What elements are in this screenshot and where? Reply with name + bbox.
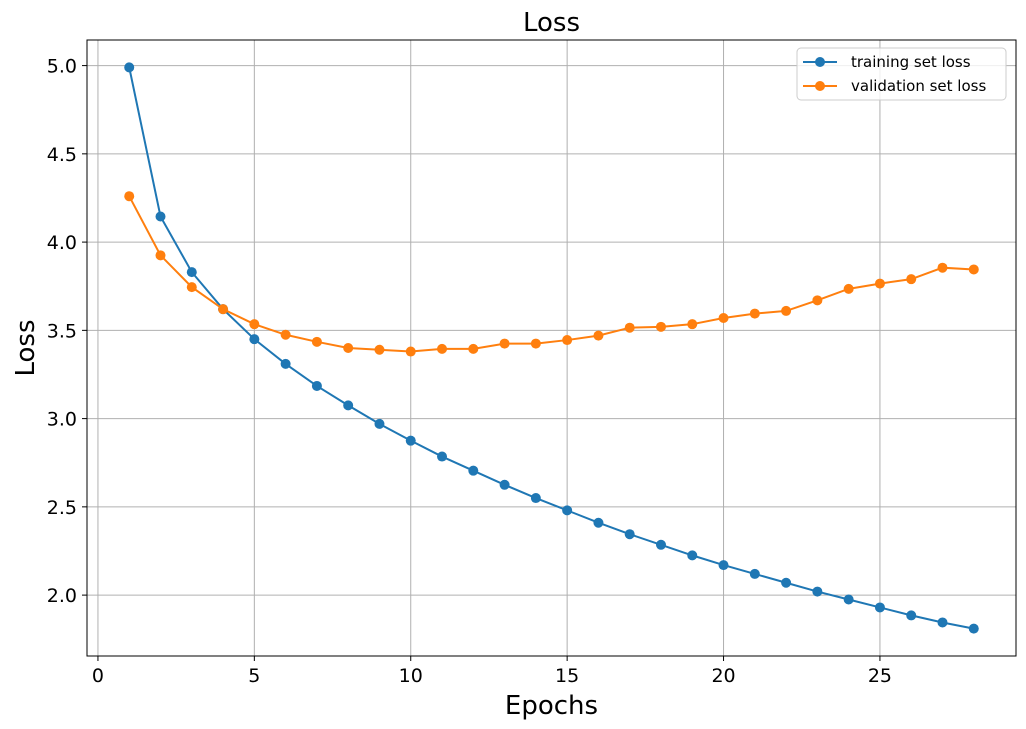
y-tick-label: 3.5	[47, 320, 77, 342]
data-point	[499, 338, 510, 349]
data-point	[718, 560, 729, 571]
legend-item: training set loss	[803, 53, 971, 71]
chart-title: Loss	[523, 8, 580, 38]
data-point	[718, 312, 729, 323]
data-point	[530, 493, 541, 504]
legend-marker	[815, 57, 825, 67]
ticks: 0 5 10 15 20 25 2.0 2.5 3.0 3.5 4.0 4.5 5.0	[47, 56, 892, 687]
data-point	[906, 610, 917, 621]
data-point	[249, 319, 260, 330]
data-point	[437, 451, 448, 462]
data-point	[155, 211, 166, 222]
data-point	[593, 330, 604, 341]
y-tick-label: 5.0	[47, 56, 77, 78]
data-point	[874, 602, 885, 613]
data-point	[499, 479, 510, 490]
data-point	[843, 283, 854, 294]
x-tick-label: 15	[555, 665, 579, 687]
data-point	[812, 295, 823, 306]
data-point	[562, 505, 573, 516]
x-tick-label: 0	[92, 665, 104, 687]
x-tick-label: 25	[868, 665, 892, 687]
data-point	[874, 278, 885, 289]
x-axis-title: Epochs	[505, 691, 598, 721]
series-line	[128, 67, 974, 630]
data-point	[311, 336, 322, 347]
legend-label: training set loss	[851, 53, 971, 71]
data-point	[437, 343, 448, 354]
data-point	[655, 539, 666, 550]
data-point	[468, 343, 479, 354]
y-tick-label: 3.0	[47, 409, 77, 431]
y-tick-label: 4.5	[47, 144, 77, 166]
y-tick-label: 2.5	[47, 497, 77, 519]
y-tick-label: 4.0	[47, 232, 77, 254]
data-point	[186, 267, 197, 278]
data-point	[749, 308, 760, 319]
y-tick-label: 2.0	[47, 585, 77, 607]
data-point	[624, 322, 635, 333]
data-point	[906, 274, 917, 285]
x-tick-label: 10	[399, 665, 423, 687]
data-point	[593, 517, 604, 528]
data-point	[937, 262, 948, 273]
plot-frame	[86, 39, 1017, 657]
data-point	[624, 529, 635, 540]
data-point	[562, 335, 573, 346]
x-tick-label: 5	[248, 665, 260, 687]
data-point	[781, 577, 792, 588]
legend-marker	[815, 81, 825, 91]
data-point	[280, 329, 291, 340]
data-point	[280, 358, 291, 369]
legend-label: validation set loss	[851, 77, 986, 95]
data-point	[937, 617, 948, 628]
data-point	[843, 594, 854, 605]
series-line	[128, 195, 974, 353]
y-axis-title: Loss	[11, 319, 41, 376]
data-point	[812, 586, 823, 597]
data-point	[468, 465, 479, 476]
data-point	[687, 550, 698, 561]
data-point	[374, 418, 385, 429]
data-point	[749, 568, 760, 579]
series-training	[124, 62, 979, 634]
data-point	[343, 400, 354, 411]
data-point	[155, 250, 166, 261]
data-point	[687, 319, 698, 330]
data-point	[968, 264, 979, 275]
data-point	[343, 343, 354, 353]
data-point	[405, 435, 416, 446]
legend-box	[796, 47, 1007, 101]
data-point	[124, 62, 135, 73]
data-point	[186, 282, 197, 293]
legend-item: validation set loss	[803, 77, 986, 95]
data-point	[968, 623, 979, 634]
data-point	[655, 321, 666, 332]
data-point	[781, 305, 792, 316]
legend: training set loss validation set loss	[796, 47, 1007, 101]
x-tick-label: 20	[711, 665, 735, 687]
series-validation	[124, 191, 979, 357]
data-point	[249, 334, 260, 345]
data-point	[311, 380, 322, 391]
data-point	[124, 191, 135, 202]
data-point	[405, 346, 416, 357]
data-point	[374, 344, 385, 355]
series-layer	[124, 62, 979, 634]
data-point	[530, 338, 541, 349]
data-point	[218, 304, 229, 315]
